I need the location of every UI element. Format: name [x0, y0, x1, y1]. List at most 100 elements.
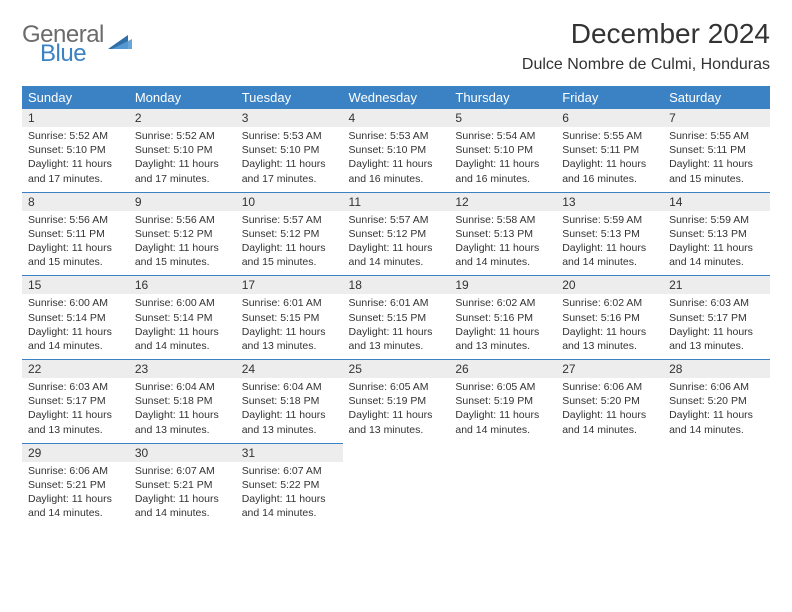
day-number: 12: [449, 192, 556, 211]
day-body: Sunrise: 5:57 AMSunset: 5:12 PMDaylight:…: [236, 211, 343, 276]
day-line: Sunset: 5:13 PM: [562, 227, 657, 241]
day-line: and 16 minutes.: [455, 172, 550, 186]
day-line: Sunrise: 6:05 AM: [455, 380, 550, 394]
day-line: Sunrise: 5:53 AM: [242, 129, 337, 143]
day-body: Sunrise: 5:52 AMSunset: 5:10 PMDaylight:…: [129, 127, 236, 192]
day-number: 30: [129, 443, 236, 462]
day-line: Sunset: 5:11 PM: [28, 227, 123, 241]
day-line: Daylight: 11 hours: [135, 157, 230, 171]
day-body: Sunrise: 6:06 AMSunset: 5:21 PMDaylight:…: [22, 462, 129, 527]
day-line: Sunrise: 6:06 AM: [669, 380, 764, 394]
calendar-cell: 30Sunrise: 6:07 AMSunset: 5:21 PMDayligh…: [129, 443, 236, 527]
day-line: Sunset: 5:12 PM: [135, 227, 230, 241]
day-line: Sunset: 5:21 PM: [28, 478, 123, 492]
day-line: Sunrise: 5:57 AM: [349, 213, 444, 227]
day-line: and 14 minutes.: [135, 506, 230, 520]
day-line: and 15 minutes.: [669, 172, 764, 186]
day-line: Sunrise: 5:52 AM: [28, 129, 123, 143]
day-line: and 14 minutes.: [28, 339, 123, 353]
location: Dulce Nombre de Culmi, Honduras: [522, 56, 770, 74]
day-line: Sunset: 5:18 PM: [135, 394, 230, 408]
calendar-cell: [663, 443, 770, 527]
day-line: and 14 minutes.: [349, 255, 444, 269]
day-line: Sunrise: 5:56 AM: [28, 213, 123, 227]
day-line: Daylight: 11 hours: [135, 325, 230, 339]
day-line: and 14 minutes.: [455, 255, 550, 269]
day-number: 10: [236, 192, 343, 211]
logo-triangle-icon: [108, 33, 134, 58]
day-line: Sunset: 5:22 PM: [242, 478, 337, 492]
day-number: 9: [129, 192, 236, 211]
day-line: Daylight: 11 hours: [242, 408, 337, 422]
day-line: Sunrise: 6:03 AM: [669, 296, 764, 310]
day-line: Sunset: 5:19 PM: [349, 394, 444, 408]
day-body: Sunrise: 5:59 AMSunset: 5:13 PMDaylight:…: [663, 211, 770, 276]
calendar-cell: 3Sunrise: 5:53 AMSunset: 5:10 PMDaylight…: [236, 109, 343, 192]
day-line: Daylight: 11 hours: [562, 157, 657, 171]
day-line: Sunrise: 6:01 AM: [349, 296, 444, 310]
day-number: 20: [556, 275, 663, 294]
day-line: and 13 minutes.: [455, 339, 550, 353]
day-body: Sunrise: 6:02 AMSunset: 5:16 PMDaylight:…: [556, 294, 663, 359]
day-line: Sunset: 5:10 PM: [242, 143, 337, 157]
calendar-cell: [343, 443, 450, 527]
calendar-cell: 31Sunrise: 6:07 AMSunset: 5:22 PMDayligh…: [236, 443, 343, 527]
day-line: Sunrise: 5:59 AM: [562, 213, 657, 227]
calendar-cell: 6Sunrise: 5:55 AMSunset: 5:11 PMDaylight…: [556, 109, 663, 192]
day-line: and 17 minutes.: [242, 172, 337, 186]
day-body: Sunrise: 5:52 AMSunset: 5:10 PMDaylight:…: [22, 127, 129, 192]
calendar-cell: 28Sunrise: 6:06 AMSunset: 5:20 PMDayligh…: [663, 359, 770, 443]
day-line: Sunrise: 5:54 AM: [455, 129, 550, 143]
calendar-cell: 26Sunrise: 6:05 AMSunset: 5:19 PMDayligh…: [449, 359, 556, 443]
day-line: Sunset: 5:20 PM: [669, 394, 764, 408]
day-number: 29: [22, 443, 129, 462]
day-number: 6: [556, 109, 663, 127]
day-body: Sunrise: 5:56 AMSunset: 5:12 PMDaylight:…: [129, 211, 236, 276]
day-line: Sunset: 5:15 PM: [242, 311, 337, 325]
month-title: December 2024: [522, 18, 770, 50]
calendar-cell: 22Sunrise: 6:03 AMSunset: 5:17 PMDayligh…: [22, 359, 129, 443]
day-line: Daylight: 11 hours: [562, 325, 657, 339]
day-line: Sunset: 5:16 PM: [562, 311, 657, 325]
day-line: Daylight: 11 hours: [455, 408, 550, 422]
day-line: Daylight: 11 hours: [28, 157, 123, 171]
calendar-cell: 8Sunrise: 5:56 AMSunset: 5:11 PMDaylight…: [22, 192, 129, 276]
day-line: and 17 minutes.: [135, 172, 230, 186]
day-number: 14: [663, 192, 770, 211]
day-line: and 13 minutes.: [669, 339, 764, 353]
day-body: Sunrise: 5:55 AMSunset: 5:11 PMDaylight:…: [556, 127, 663, 192]
day-number: 11: [343, 192, 450, 211]
day-line: Sunset: 5:13 PM: [455, 227, 550, 241]
calendar-cell: 10Sunrise: 5:57 AMSunset: 5:12 PMDayligh…: [236, 192, 343, 276]
day-line: Daylight: 11 hours: [242, 492, 337, 506]
day-line: Sunset: 5:10 PM: [28, 143, 123, 157]
day-line: Daylight: 11 hours: [455, 157, 550, 171]
calendar-cell: 21Sunrise: 6:03 AMSunset: 5:17 PMDayligh…: [663, 275, 770, 359]
day-line: Sunset: 5:17 PM: [28, 394, 123, 408]
day-line: Sunset: 5:12 PM: [242, 227, 337, 241]
day-body: Sunrise: 5:56 AMSunset: 5:11 PMDaylight:…: [22, 211, 129, 276]
day-line: Daylight: 11 hours: [349, 241, 444, 255]
calendar-cell: 20Sunrise: 6:02 AMSunset: 5:16 PMDayligh…: [556, 275, 663, 359]
day-line: and 14 minutes.: [135, 339, 230, 353]
day-number: 8: [22, 192, 129, 211]
calendar-cell: 19Sunrise: 6:02 AMSunset: 5:16 PMDayligh…: [449, 275, 556, 359]
day-line: Sunrise: 5:55 AM: [562, 129, 657, 143]
day-line: Sunset: 5:12 PM: [349, 227, 444, 241]
day-header: Friday: [556, 86, 663, 109]
day-body: Sunrise: 6:06 AMSunset: 5:20 PMDaylight:…: [663, 378, 770, 443]
day-line: Daylight: 11 hours: [28, 408, 123, 422]
calendar-cell: 13Sunrise: 5:59 AMSunset: 5:13 PMDayligh…: [556, 192, 663, 276]
day-line: Daylight: 11 hours: [28, 241, 123, 255]
calendar-cell: 23Sunrise: 6:04 AMSunset: 5:18 PMDayligh…: [129, 359, 236, 443]
day-line: Sunset: 5:15 PM: [349, 311, 444, 325]
day-line: Sunrise: 5:57 AM: [242, 213, 337, 227]
day-line: Daylight: 11 hours: [135, 492, 230, 506]
day-line: and 13 minutes.: [28, 423, 123, 437]
day-header: Sunday: [22, 86, 129, 109]
day-line: and 14 minutes.: [562, 423, 657, 437]
day-body: Sunrise: 6:05 AMSunset: 5:19 PMDaylight:…: [449, 378, 556, 443]
day-line: Sunset: 5:14 PM: [135, 311, 230, 325]
day-body: Sunrise: 5:53 AMSunset: 5:10 PMDaylight:…: [236, 127, 343, 192]
day-line: Sunrise: 6:07 AM: [242, 464, 337, 478]
